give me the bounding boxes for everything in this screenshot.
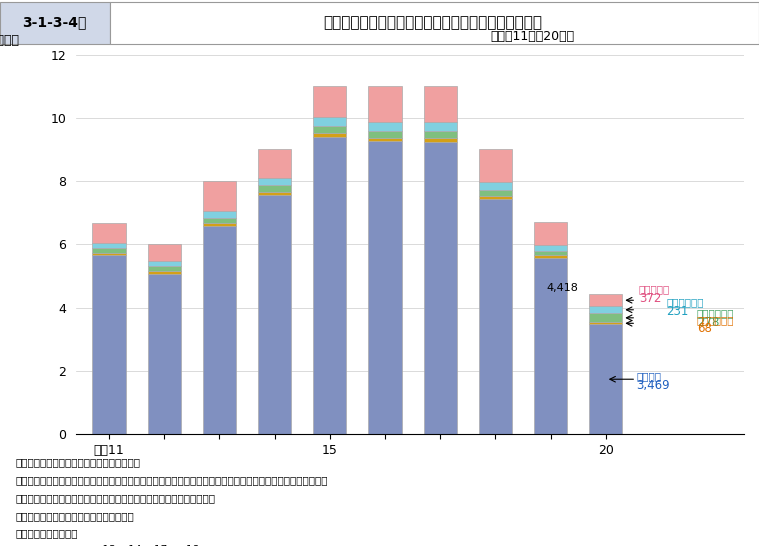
- Text: 4,418: 4,418: [546, 283, 578, 293]
- Text: 231: 231: [666, 305, 689, 318]
- Text: （平成11年～20年）: （平成11年～20年）: [490, 30, 574, 43]
- Text: （千人）: （千人）: [0, 34, 19, 47]
- Bar: [368, 86, 402, 122]
- Text: 実刑２年未満: 実刑２年未満: [697, 308, 735, 318]
- Bar: [479, 196, 512, 199]
- Text: 372: 372: [639, 292, 661, 305]
- Bar: [368, 141, 402, 434]
- Bar: [534, 258, 567, 434]
- Text: 3,469: 3,469: [636, 379, 669, 392]
- Text: ４　「実刑３年超」は，無期を含む。: ４ 「実刑３年超」は，無期を含む。: [15, 512, 134, 521]
- Bar: [589, 313, 622, 322]
- Text: ５　罰金を除く。: ５ 罰金を除く。: [15, 528, 77, 538]
- Bar: [93, 248, 125, 253]
- Bar: [534, 222, 567, 245]
- Bar: [93, 243, 125, 248]
- Bar: [313, 137, 346, 434]
- Bar: [148, 274, 181, 434]
- Bar: [424, 138, 457, 141]
- Bar: [589, 324, 622, 434]
- Bar: [148, 271, 181, 274]
- Bar: [148, 266, 181, 271]
- Text: 注　１　最高裁判所事務総局の資料による。: 注 １ 最高裁判所事務総局の資料による。: [15, 457, 140, 467]
- Text: 68: 68: [697, 322, 712, 335]
- Bar: [148, 245, 181, 260]
- Bar: [424, 131, 457, 138]
- Bar: [93, 223, 125, 243]
- Bar: [479, 199, 512, 434]
- Bar: [534, 251, 567, 256]
- Bar: [313, 133, 346, 137]
- Bar: [589, 294, 622, 306]
- Bar: [368, 122, 402, 131]
- Text: ３　地方裁判所及び簡易裁判所の通常第一審における人員である。: ３ 地方裁判所及び簡易裁判所の通常第一審における人員である。: [15, 494, 216, 503]
- Bar: [148, 260, 181, 266]
- Bar: [258, 150, 291, 178]
- Text: ２　「被告人通訳事件」は，外国人が被告人となった事件で，被告人に通訳・翻訳人が付いたものである。: ２ 「被告人通訳事件」は，外国人が被告人となった事件で，被告人に通訳・翻訳人が付…: [15, 475, 328, 485]
- Bar: [0, 2, 110, 44]
- Bar: [313, 86, 346, 117]
- Bar: [589, 306, 622, 313]
- Bar: [203, 211, 236, 218]
- Bar: [258, 195, 291, 434]
- Bar: [93, 253, 125, 256]
- Text: ６　死刑に係る人員（平成13年，14年，17年及び18年の各１人）を除く。: ６ 死刑に係る人員（平成13年，14年，17年及び18年の各１人）を除く。: [15, 544, 262, 546]
- Bar: [424, 122, 457, 131]
- Bar: [479, 182, 512, 190]
- Bar: [368, 138, 402, 141]
- Text: 3-1-3-4図: 3-1-3-4図: [23, 15, 87, 29]
- Bar: [258, 185, 291, 192]
- Bar: [534, 256, 567, 258]
- Bar: [368, 131, 402, 138]
- Bar: [589, 322, 622, 324]
- Bar: [479, 150, 512, 182]
- Text: 被告人通訳事件　通常第一審における有罪人員の推移: 被告人通訳事件 通常第一審における有罪人員の推移: [323, 15, 542, 30]
- Bar: [313, 126, 346, 133]
- Bar: [424, 141, 457, 434]
- Text: 実刑３年超: 実刑３年超: [639, 284, 670, 294]
- Bar: [203, 226, 236, 434]
- Text: 実刑３年以下: 実刑３年以下: [666, 297, 704, 307]
- Text: 執行猶予: 執行猶予: [636, 371, 661, 381]
- Text: 実刑１年未満: 実刑１年未満: [697, 315, 735, 325]
- Bar: [93, 256, 125, 434]
- Bar: [110, 2, 759, 44]
- Bar: [203, 181, 236, 211]
- Bar: [313, 117, 346, 126]
- Bar: [479, 190, 512, 196]
- Text: 278: 278: [697, 316, 720, 329]
- Bar: [203, 223, 236, 226]
- Bar: [534, 245, 567, 251]
- Bar: [258, 178, 291, 185]
- Bar: [258, 192, 291, 195]
- Bar: [424, 86, 457, 122]
- Bar: [203, 218, 236, 223]
